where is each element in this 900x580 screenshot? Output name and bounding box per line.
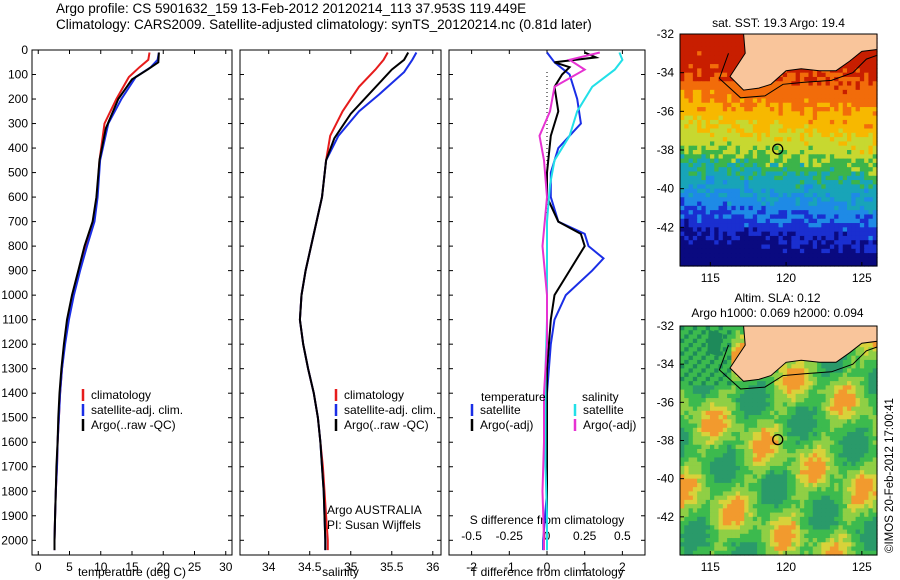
sla-map-title-line: Altim. SLA: 0.12: [734, 291, 820, 305]
depth-tick-label: 100: [8, 68, 28, 82]
diff-legend-group-temperature: temperature: [481, 390, 546, 404]
sla-map-land-mass: [729, 325, 878, 382]
difference-series-argo-adj-: [538, 51, 601, 551]
sla-map-ytick-label: -32: [657, 319, 675, 333]
depth-tick-label: 700: [8, 215, 28, 229]
s-diff-tick-label: -0.5: [461, 529, 482, 543]
sst-map-title: sat. SST: 19.3 Argo: 19.4: [712, 16, 845, 30]
depth-tick-label: 200: [8, 92, 28, 106]
temperature-xtick-label: 10: [94, 560, 108, 574]
temperature-legend-label: Argo(..raw -QC): [91, 418, 176, 432]
sst-map-ytick-label: -34: [657, 66, 675, 80]
sst-map-bathymetry-contour: [718, 53, 878, 99]
difference-series-satellite: [544, 52, 624, 551]
diff-legend-label: satellite: [583, 403, 624, 417]
sla-map-ytick-label: -42: [657, 510, 675, 524]
sla-map-ytick-label: -38: [657, 434, 675, 448]
sla-map-bathymetry-contour: [718, 344, 878, 390]
diff-legend-label: satellite: [480, 403, 521, 417]
diff-legend-group-salinity: salinity: [582, 390, 619, 404]
salinity-xtick-label: 35.5: [380, 560, 404, 574]
temperature-xtick-label: 20: [157, 560, 171, 574]
depth-tick-label: 1200: [1, 337, 28, 351]
salinity-xtick-label: 34: [262, 560, 276, 574]
temperature-series-argo-raw-qc-: [53, 52, 160, 551]
difference-xtick-label: -2: [466, 560, 477, 574]
s-diff-tick-label: -0.25: [496, 529, 524, 543]
sla-map-xtick-label: 120: [776, 560, 796, 574]
sla-map-ytick-label: -40: [657, 472, 675, 486]
sla-map-ytick-label: -36: [657, 395, 675, 409]
difference-xtick-label: 1: [581, 560, 588, 574]
sla-map-title-line: Argo h1000: 0.069 h2000: 0.094: [691, 306, 863, 320]
depth-tick-label: 1600: [1, 435, 28, 449]
depth-tick-label: 400: [8, 141, 28, 155]
depth-tick-label: 1700: [1, 460, 28, 474]
s-diff-tick-label: 0.25: [573, 529, 597, 543]
temperature-xtick-label: 5: [66, 560, 73, 574]
salinity-xtick-label: 36: [426, 560, 440, 574]
difference-series-argo-adj-: [546, 51, 600, 551]
diff-legend-label: Argo(-adj): [583, 418, 636, 432]
depth-tick-label: 900: [8, 264, 28, 278]
sst-map-xtick-label: 125: [852, 271, 872, 285]
salinity-legend-label: climatology: [344, 388, 404, 402]
depth-tick-label: 1000: [1, 288, 28, 302]
salinity-plot-frame: [239, 49, 442, 556]
sst-map-ytick-label: -38: [657, 143, 675, 157]
sla-west-coast-feature: [707, 329, 723, 357]
temperature-xtick-label: 25: [188, 560, 202, 574]
temperature-xtick-label: 30: [219, 560, 233, 574]
sst-map-ytick-label: -40: [657, 182, 675, 196]
depth-tick-label: 2000: [1, 533, 28, 547]
temperature-legend-label: satellite-adj. clim.: [91, 403, 183, 417]
salinity-legend-label: Argo(..raw -QC): [344, 418, 429, 432]
depth-tick-label: 1900: [1, 509, 28, 523]
salinity-series-argo-raw-qc-: [298, 52, 410, 551]
depth-tick-label: 800: [8, 239, 28, 253]
diff-legend-label: Argo(-adj): [480, 418, 533, 432]
sst-map-ytick-label: -32: [657, 27, 675, 41]
argo-annotation-line: Argo AUSTRALIA: [327, 503, 422, 517]
temperature-plot-frame: [31, 49, 233, 556]
sst-map-argo-position-marker: [772, 143, 784, 155]
depth-tick-label: 1300: [1, 362, 28, 376]
salinity-xtick-label: 34.5: [298, 560, 322, 574]
sst-map-land-mass: [729, 33, 878, 91]
temperature-xtick-label: 15: [125, 560, 139, 574]
sst-map-xtick-label: 120: [776, 271, 796, 285]
difference-xtick-label: 0: [544, 560, 551, 574]
figure-title-line-1: Argo profile: CS 5901632_159 13-Feb-2012…: [56, 1, 527, 16]
argo-annotation-line: PI: Susan Wijffels: [327, 518, 421, 532]
sla-map-xtick-label: 115: [701, 560, 720, 574]
sst-map-xtick-label: 115: [701, 271, 720, 285]
depth-tick-label: 600: [8, 190, 28, 204]
difference-xtick-label: -1: [504, 560, 515, 574]
depth-tick-label: 1800: [1, 484, 28, 498]
depth-tick-label: 1100: [2, 313, 28, 327]
depth-tick-label: 1500: [1, 411, 28, 425]
sst-map-ytick-label: -42: [657, 220, 675, 234]
sla-map-argo-position-marker: [772, 433, 784, 446]
depth-tick-label: 500: [8, 166, 28, 180]
temperature-x-axis-label: temperature (deg C): [78, 565, 186, 579]
sla-map-xtick-label: 125: [852, 560, 872, 574]
temperature-legend-label: climatology: [91, 388, 151, 402]
temperature-xtick-label: 0: [35, 560, 42, 574]
depth-tick-label: 1400: [1, 386, 28, 400]
salinity-legend-label: satellite-adj. clim.: [344, 403, 436, 417]
sla-map-ytick-label: -34: [657, 357, 675, 371]
depth-tick-label: 0: [21, 43, 28, 57]
figure-title-line-2: Climatology: CARS2009. Satellite-adjuste…: [56, 17, 592, 32]
difference-x-axis-label: T difference from climatology: [470, 565, 624, 579]
difference-xtick-label: 2: [619, 560, 626, 574]
salinity-xtick-label: 35: [344, 560, 358, 574]
salinity-x-axis-label: salinity: [322, 565, 359, 579]
s-diff-tick-label: 0.5: [614, 529, 631, 543]
sst-map-ytick-label: -36: [657, 104, 675, 118]
depth-tick-label: 300: [8, 117, 28, 131]
